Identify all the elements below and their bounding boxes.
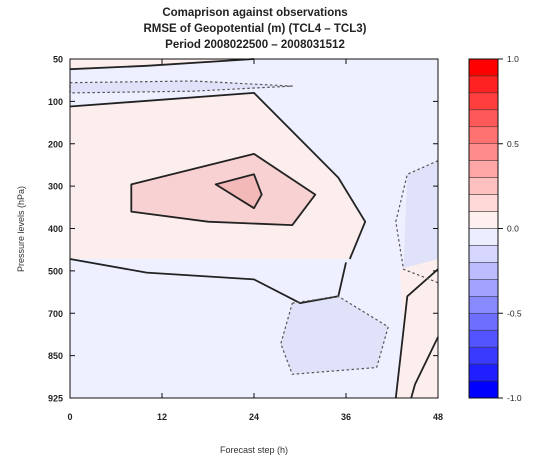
x-tick-label-3: 36 <box>341 412 351 422</box>
y-tick-label-3: 300 <box>48 182 63 192</box>
colorbar-tick-label-2: 0.0 <box>507 224 519 234</box>
colorbar-swatch-10 <box>468 228 499 246</box>
contour-fill-region-5 <box>280 296 389 375</box>
colorbar-swatch-16 <box>468 329 499 348</box>
colorbar-swatch-9 <box>468 211 499 229</box>
contour-line-dotted-8 <box>395 160 439 284</box>
x-tick-label-2: 24 <box>249 412 259 422</box>
y-tick-label-4: 400 <box>48 224 63 234</box>
contour-line-solid-3 <box>214 173 263 210</box>
colorbar-swatch-12 <box>468 262 499 280</box>
contour-line-solid-0 <box>69 92 367 260</box>
contour-line-solid-5 <box>394 268 439 399</box>
y-tick-label-8: 925 <box>48 394 63 404</box>
colorbar-swatch-6 <box>468 160 499 178</box>
colorbar-swatch-5 <box>468 143 499 161</box>
y-axis-label: Pressure levels (hPa) <box>16 186 26 272</box>
colorbar-swatch-11 <box>468 245 499 263</box>
y-tick-label-0: 50 <box>53 55 63 65</box>
y-tick-label-7: 850 <box>48 351 63 361</box>
colorbar-swatch-19 <box>468 380 499 399</box>
colorbar-swatch-2 <box>468 92 499 111</box>
contour-line-solid-6 <box>410 336 439 399</box>
colorbar-tick-label-4: -1.0 <box>507 393 522 403</box>
chart-title-line-3: Period 2008022500 – 2008031512 <box>165 39 345 51</box>
colorbar-swatch-14 <box>468 296 499 314</box>
axes: 0 12 24 36 48 50 100 200 300 400 500 700 850 925 <box>48 55 443 423</box>
x-axis-label: Forecast step (h) <box>220 445 288 455</box>
colorbar-swatch-0 <box>468 58 499 77</box>
colorbar-tick-label-0: 1.0 <box>507 54 519 64</box>
chart-title-line-2: RMSE of Geopotential (m) (TCL4 – TCL3) <box>144 23 367 35</box>
colorbar-swatch-1 <box>468 75 499 94</box>
colorbar-tick-label-1: 0.5 <box>507 139 519 149</box>
contour-line-solid-4 <box>69 58 255 71</box>
y-tick-label-5: 500 <box>48 266 63 276</box>
contour-fill-region-6 <box>395 259 438 398</box>
x-tick-label-4: 48 <box>433 412 443 422</box>
contour-line-solid-2 <box>130 152 317 227</box>
colorbar-tick-label-3: -0.5 <box>507 308 522 318</box>
y-tick-label-2: 200 <box>48 139 63 149</box>
colorbar-swatch-4 <box>468 126 499 145</box>
y-tick-label-1: 100 <box>48 97 63 107</box>
chart-title-line-1: Comaprison against observations <box>162 7 347 19</box>
colorbar: 1.0 0.5 0.0 -0.5 -1.0 <box>468 54 522 403</box>
colorbar-swatch-7 <box>468 177 499 195</box>
contour-fill-region-4 <box>403 160 438 283</box>
x-tick-label-0: 0 <box>67 412 72 422</box>
colorbar-swatch-15 <box>468 313 499 331</box>
plot-area <box>70 59 438 398</box>
contour-line-solid-1 <box>69 258 347 305</box>
colorbar-swatch-13 <box>468 279 499 297</box>
y-tick-label-6: 700 <box>48 309 63 319</box>
colorbar-swatch-8 <box>468 194 499 212</box>
contour-fill-region-3 <box>70 81 293 93</box>
colorbar-swatch-17 <box>468 346 499 365</box>
x-tick-label-1: 12 <box>157 412 167 422</box>
contour-line-dotted-9 <box>280 295 389 375</box>
colorbar-swatch-3 <box>468 109 499 128</box>
contour-fill-region-2 <box>215 174 262 209</box>
colorbar-swatch-18 <box>468 363 499 382</box>
